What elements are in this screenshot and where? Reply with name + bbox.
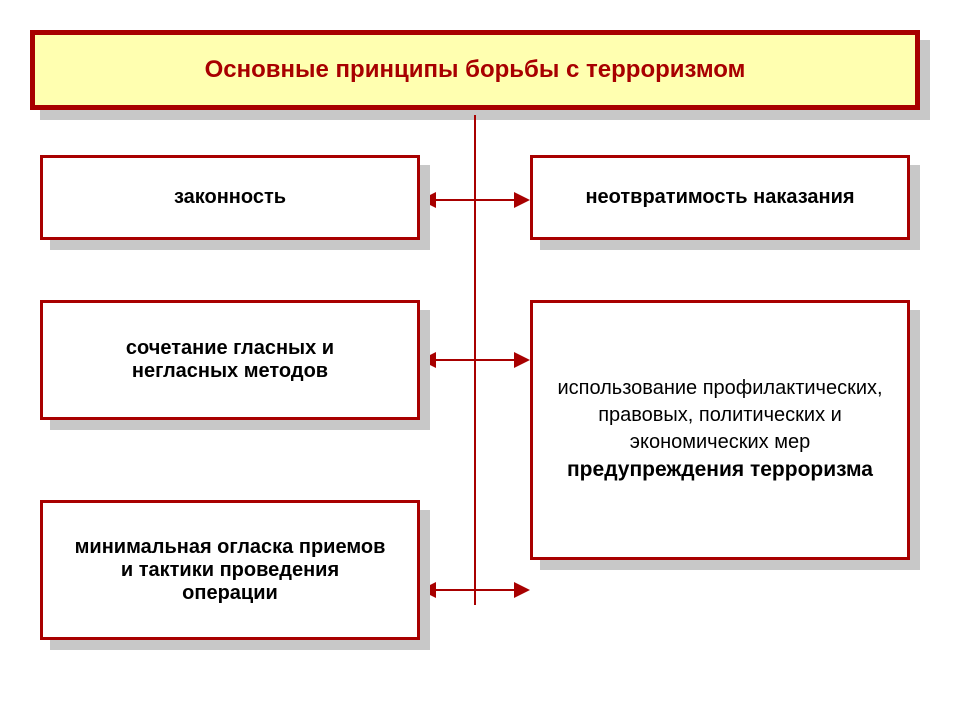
- box-3-text: сочетание гласных и негласных методов: [43, 337, 417, 383]
- box-methods: сочетание гласных и негласных методов: [40, 300, 420, 420]
- box-punishment: неотвратимость наказания: [530, 155, 910, 240]
- title-box: Основные принципы борьбы с терроризмом: [30, 30, 920, 110]
- box-tactics: минимальная огласка приемов и тактики пр…: [40, 500, 420, 640]
- box-4-text: использование профилактических, правовых…: [557, 377, 882, 453]
- box-prevention: использование профилактических, правовых…: [530, 300, 910, 560]
- title-text: Основные принципы борьбы с терроризмом: [205, 56, 746, 84]
- box-4-emphasis: предупреждения терроризма: [567, 458, 873, 481]
- box-5-text: минимальная огласка приемов и тактики пр…: [43, 536, 417, 605]
- box-legality: законность: [40, 155, 420, 240]
- box-2-text: неотвратимость наказания: [565, 186, 874, 209]
- box-1-text: законность: [154, 186, 306, 209]
- diagram-stage: Основные принципы борьбы с терроризмом з…: [0, 0, 960, 720]
